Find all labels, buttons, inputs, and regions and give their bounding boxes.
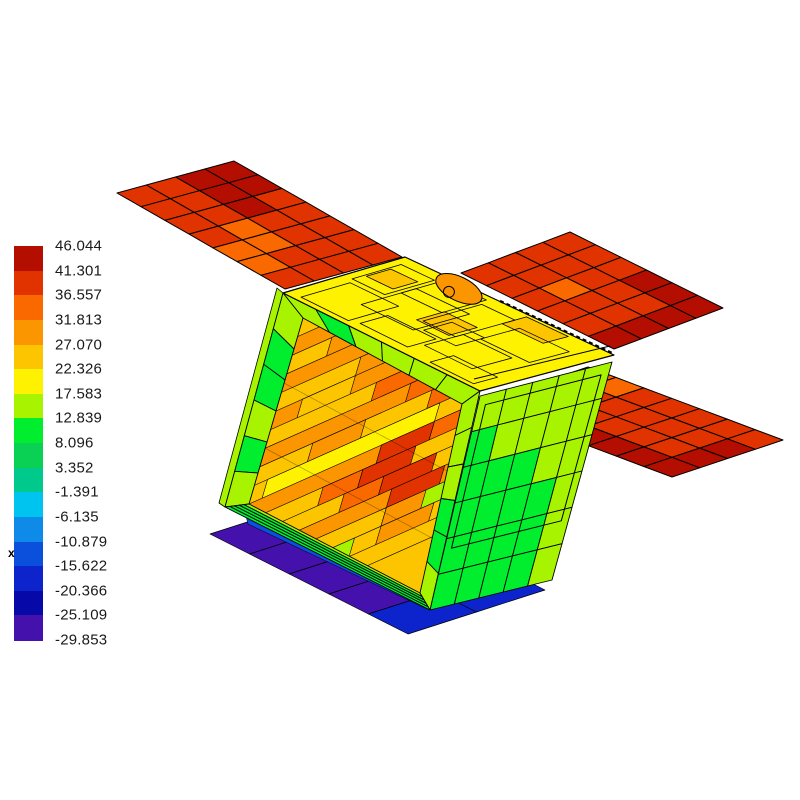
legend-swatch [14, 443, 43, 469]
legend-label: 46.044 [55, 237, 103, 255]
legend-swatch [14, 541, 43, 567]
legend-label: 8.096 [55, 434, 94, 452]
legend-label: 27.070 [55, 336, 103, 353]
legend-swatch [14, 344, 43, 370]
legend-swatch [14, 319, 43, 345]
legend-label: -29.853 [55, 631, 108, 649]
legend-swatch [14, 566, 43, 592]
legend-label: 22.326 [55, 360, 103, 378]
legend-label: 36.557 [55, 286, 103, 304]
legend-swatch [14, 369, 43, 395]
legend-label: 41.301 [55, 262, 103, 280]
legend-swatch [14, 467, 43, 493]
legend-swatch [14, 590, 43, 616]
legend-label: 12.839 [55, 409, 103, 427]
legend-swatch [14, 270, 43, 296]
legend-swatch [14, 516, 43, 542]
legend-label: -25.109 [55, 606, 108, 624]
legend-swatch [14, 492, 43, 518]
left-solar-panel [116, 160, 403, 290]
axis-marker-x: x [8, 546, 15, 560]
legend-label: -1.391 [55, 483, 99, 501]
top-face [282, 256, 615, 392]
antenna-ellipse [435, 273, 483, 305]
legend-label: 17.583 [55, 385, 103, 403]
legend-swatch [14, 393, 43, 419]
front-frame [224, 292, 481, 611]
legend-label: 3.352 [55, 459, 94, 477]
legend-label: -10.879 [55, 533, 108, 550]
legend-label: -15.622 [55, 557, 108, 575]
legend-label: -6.135 [55, 508, 99, 526]
legend-swatch [14, 246, 43, 272]
legend-swatch [14, 418, 43, 444]
upper-right-solar-panel [460, 231, 724, 350]
right-face [429, 361, 613, 611]
legend-label: -20.366 [55, 582, 108, 600]
legend-swatch [14, 295, 43, 321]
legend-label: 31.813 [55, 311, 103, 329]
legend-swatch [14, 615, 43, 641]
